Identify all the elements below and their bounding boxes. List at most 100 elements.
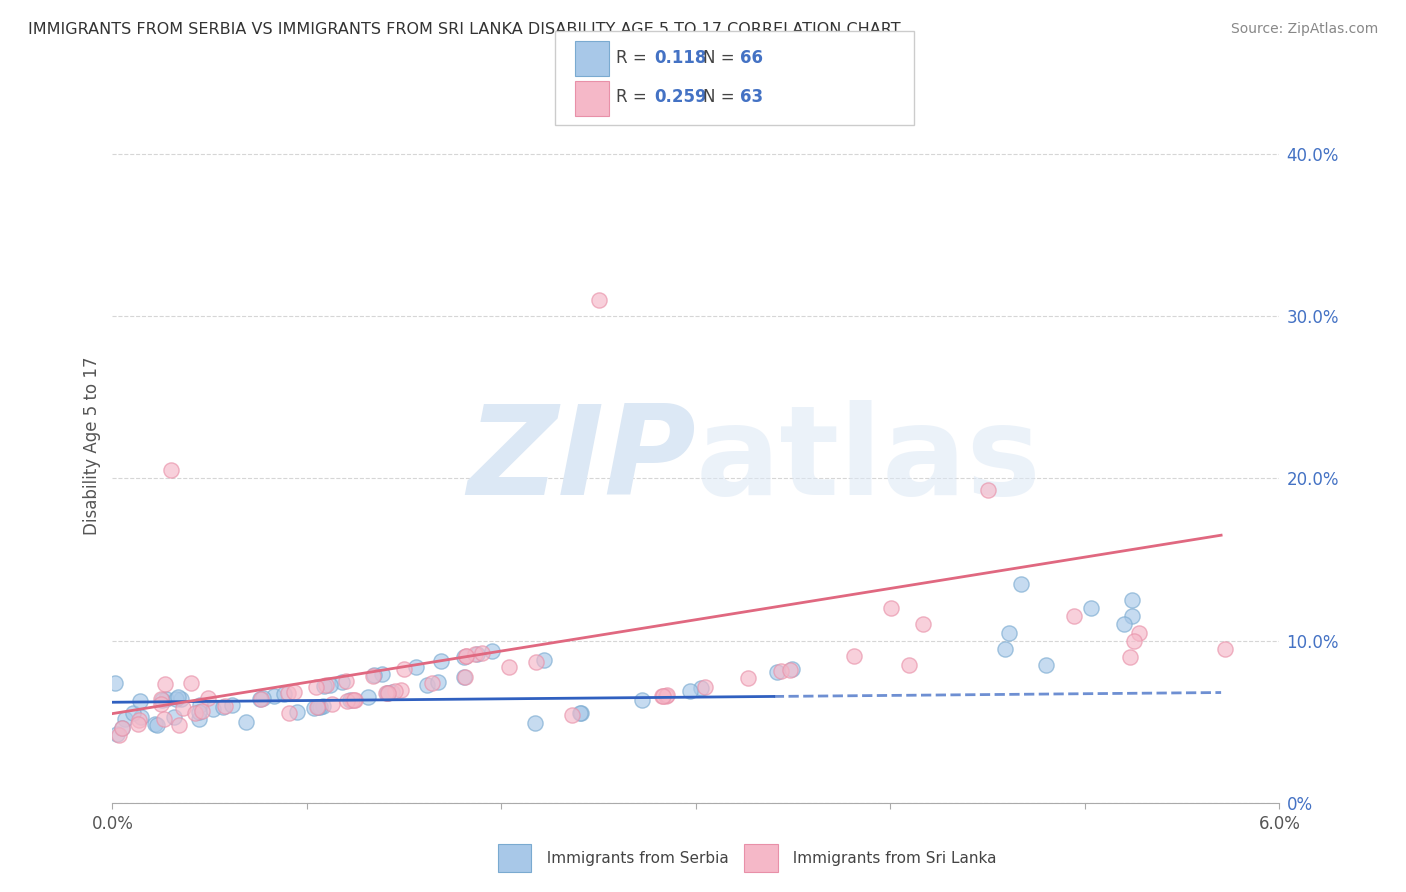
Point: [465, 647, 488, 661]
Point: [568, 706, 591, 721]
Point: [765, 665, 787, 680]
Point: [315, 678, 337, 692]
Point: [114, 713, 136, 727]
Point: [221, 698, 243, 712]
Point: [197, 691, 219, 706]
Point: [153, 676, 176, 690]
Point: [416, 677, 439, 691]
Point: [146, 718, 169, 732]
Point: [651, 689, 673, 703]
Point: [498, 660, 520, 674]
Point: [389, 683, 412, 698]
Point: [1121, 593, 1143, 607]
Point: [375, 686, 398, 700]
Point: [911, 617, 934, 632]
Point: [336, 694, 359, 708]
Point: [319, 677, 342, 691]
Point: [321, 698, 343, 712]
Point: [188, 712, 211, 726]
Point: [678, 683, 700, 698]
Point: [211, 699, 233, 714]
Text: 66: 66: [740, 49, 762, 67]
Point: [273, 687, 295, 701]
Point: [184, 706, 207, 720]
Point: [588, 293, 610, 307]
Point: [187, 705, 209, 719]
Point: [998, 625, 1021, 640]
Point: [1114, 617, 1136, 632]
Point: [1128, 625, 1150, 640]
Point: [1063, 609, 1085, 624]
Point: [361, 668, 384, 682]
Point: [422, 676, 444, 690]
Point: [655, 689, 678, 703]
Point: [657, 688, 679, 702]
Point: [188, 698, 211, 713]
Point: [464, 648, 486, 662]
Point: [1035, 657, 1057, 672]
Point: [160, 463, 183, 477]
Text: N =: N =: [703, 49, 740, 67]
Point: [153, 712, 176, 726]
Point: [394, 662, 416, 676]
Point: [108, 728, 131, 742]
Point: [1213, 641, 1236, 656]
Text: IMMIGRANTS FROM SERBIA VS IMMIGRANTS FROM SRI LANKA DISABILITY AGE 5 TO 17 CORRE: IMMIGRANTS FROM SERBIA VS IMMIGRANTS FRO…: [28, 22, 901, 37]
Point: [249, 692, 271, 706]
Point: [155, 691, 177, 706]
Point: [312, 699, 335, 714]
Point: [377, 685, 399, 699]
Point: [454, 669, 477, 683]
Point: [780, 662, 803, 676]
Point: [180, 676, 202, 690]
Point: [1123, 633, 1146, 648]
Point: [456, 648, 478, 663]
Point: [307, 700, 329, 714]
Point: [150, 692, 173, 706]
Point: [283, 685, 305, 699]
Point: [129, 709, 152, 723]
Point: [278, 706, 301, 721]
Point: [314, 679, 336, 693]
Point: [561, 708, 583, 723]
Point: [214, 699, 236, 714]
Point: [374, 686, 396, 700]
Point: [770, 665, 793, 679]
Text: 0.259: 0.259: [654, 88, 706, 106]
Point: [128, 714, 150, 728]
Point: [111, 721, 134, 735]
Point: [384, 684, 406, 698]
Point: [191, 704, 214, 718]
Point: [143, 717, 166, 731]
Point: [426, 675, 449, 690]
Point: [165, 691, 187, 706]
Text: 0.118: 0.118: [654, 49, 706, 67]
Text: N =: N =: [703, 88, 740, 106]
Point: [898, 657, 921, 672]
Point: [371, 666, 394, 681]
Text: Immigrants from Sri Lanka: Immigrants from Sri Lanka: [783, 851, 997, 865]
Point: [343, 692, 366, 706]
Point: [976, 483, 998, 497]
Point: [993, 641, 1015, 656]
Point: [381, 685, 404, 699]
Point: [235, 715, 257, 730]
Point: [363, 668, 385, 682]
Point: [524, 715, 547, 730]
Point: [453, 670, 475, 684]
Point: [167, 690, 190, 704]
Point: [1121, 609, 1143, 624]
Text: atlas: atlas: [696, 400, 1042, 521]
Text: R =: R =: [616, 88, 652, 106]
Point: [651, 690, 673, 704]
Point: [456, 649, 478, 664]
Point: [690, 681, 713, 695]
Point: [631, 693, 654, 707]
Text: 63: 63: [740, 88, 762, 106]
Point: [263, 689, 285, 703]
Point: [1080, 601, 1102, 615]
Point: [162, 710, 184, 724]
Point: [307, 700, 329, 714]
Point: [172, 701, 194, 715]
Point: [252, 691, 274, 706]
